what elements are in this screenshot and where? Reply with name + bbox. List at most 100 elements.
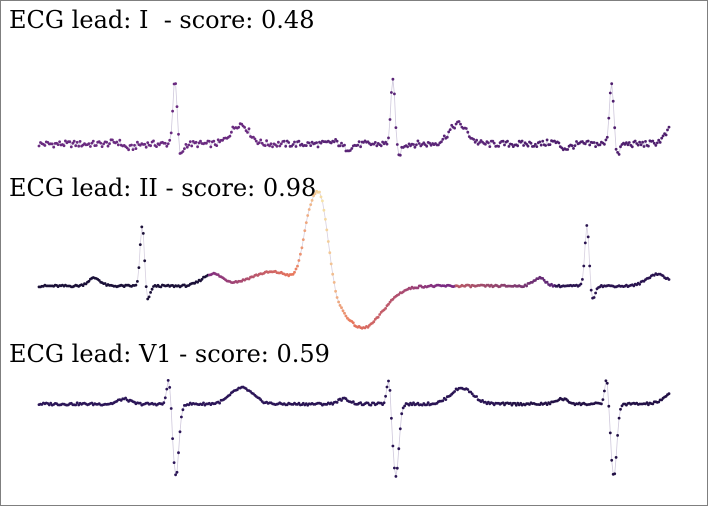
ecg-sample-point: [475, 138, 478, 142]
ecg-sample-point: [343, 143, 346, 147]
ecg-sample-point: [391, 297, 395, 301]
ecg-sample-point: [592, 141, 596, 144]
ecg-sample-point: [175, 105, 179, 108]
ecg-sample-point: [253, 137, 257, 141]
ecg-sample-point: [594, 291, 597, 295]
ecg-sample-point: [378, 313, 382, 316]
ecg-sample-point: [658, 141, 662, 144]
ecg-sample-point: [616, 434, 619, 437]
ecg-sample-point: [309, 144, 313, 148]
ecg-sample-point: [475, 395, 478, 398]
ecg-sample-point: [181, 150, 185, 153]
ecg-sample-point: [589, 288, 593, 292]
ecg-sample-point: [541, 277, 545, 280]
ecg-sample-point: [143, 142, 147, 146]
ecg-sample-point: [331, 272, 335, 276]
ecg-sample-point: [90, 141, 94, 145]
ecg-sample-point: [545, 138, 549, 142]
ecg-sample-point: [514, 403, 518, 407]
ecg-trace-line: [38, 379, 670, 477]
ecg-sample-point: [171, 437, 175, 440]
ecg-sample-point: [516, 144, 520, 148]
ecg-sample-point: [601, 398, 605, 401]
ecg-sample-point: [169, 131, 173, 135]
ecg-sample-point: [144, 145, 148, 149]
ecg-sample-point: [165, 144, 169, 148]
ecg-sample-point: [522, 144, 525, 147]
ecg-sample-point: [385, 142, 389, 146]
ecg-sample-point: [661, 274, 665, 278]
ecg-sample-point: [616, 151, 619, 154]
ecg-sample-point: [478, 141, 481, 144]
ecg-sample-point: [247, 127, 251, 131]
ecg-sample-point: [454, 122, 458, 126]
ecg-sample-point: [579, 282, 583, 286]
ecg-sample-point: [168, 386, 172, 389]
ecg-sample-point: [425, 144, 429, 148]
ecg-sample-point: [297, 139, 301, 143]
ecg-sample-point: [607, 404, 611, 408]
ecg-sample-point: [194, 140, 198, 144]
ecg-sample-point: [600, 402, 603, 406]
ecg-sample-point: [340, 306, 343, 310]
ecg-sample-point: [534, 142, 537, 146]
ecg-sample-point: [138, 243, 142, 246]
ecg-sample-point: [228, 393, 232, 397]
ecg-sample-point: [605, 381, 609, 385]
ecg-sample-point: [205, 141, 208, 145]
ecg-sample-point: [398, 427, 402, 431]
ecg-sample-point: [237, 125, 241, 129]
ecg-sample-point: [340, 141, 343, 145]
ecg-sample-point: [412, 143, 415, 146]
ecg-sample-point: [246, 131, 249, 134]
ecg-sample-point: [178, 430, 182, 434]
ecg-sample-point: [310, 199, 314, 202]
ecg-sample-point: [356, 143, 360, 147]
ecg-sample-point: [136, 280, 139, 283]
ecg-sample-point: [545, 403, 549, 406]
ecg-sample-point: [243, 126, 247, 129]
ecg-sample-point: [398, 153, 402, 157]
ecg-sample-point: [116, 143, 120, 147]
ecg-sample-point: [641, 140, 644, 144]
ecg-sample-point: [293, 270, 296, 274]
ecg-sample-point: [598, 143, 602, 147]
ecg-sample-point: [163, 141, 167, 145]
ecg-sample-point: [163, 396, 167, 400]
panel-title: ECG lead: V1 - score: 0.59: [9, 340, 330, 368]
ecg-sample-point: [585, 224, 589, 227]
ecg-sample-point: [188, 140, 192, 144]
ecg-sample-point: [91, 139, 95, 143]
ecg-sample-point: [373, 141, 377, 144]
ecg-sample-point: [284, 144, 288, 148]
ecg-sample-point: [94, 144, 98, 147]
ecg-sample-point: [74, 144, 78, 148]
ecg-sample-point: [541, 139, 545, 143]
ecg-sample-point: [158, 143, 161, 147]
ecg-sample-point: [397, 447, 401, 451]
ecg-sample-point: [87, 279, 91, 283]
ecg-sample-point: [513, 401, 517, 405]
ecg-sample-point: [196, 280, 200, 284]
ecg-sample-point: [595, 141, 599, 145]
ecg-sample-point: [328, 251, 332, 255]
ecg-sample-point: [445, 135, 449, 139]
ecg-sample-point: [666, 128, 669, 132]
ecg-sample-point: [470, 392, 474, 396]
ecg-sample-point: [177, 132, 180, 136]
ecg-sample-point: [332, 140, 336, 144]
ecg-sample-point: [651, 402, 655, 406]
ecg-sample-point: [190, 144, 194, 148]
ecg-sample-point: [130, 143, 133, 147]
ecg-trace-line: [39, 190, 670, 329]
ecg-sample-point: [448, 128, 452, 131]
ecg-sample-point: [610, 82, 614, 86]
ecg-sample-point: [325, 228, 329, 232]
ecg-sample-point: [81, 284, 85, 287]
ecg-sample-point: [332, 281, 336, 284]
ecg-sample-point: [278, 144, 282, 148]
ecg-sample-point: [102, 142, 105, 146]
ecg-sample-point: [603, 142, 606, 146]
ecg-sample-point: [387, 136, 390, 140]
ecg-sample-point: [401, 406, 405, 410]
